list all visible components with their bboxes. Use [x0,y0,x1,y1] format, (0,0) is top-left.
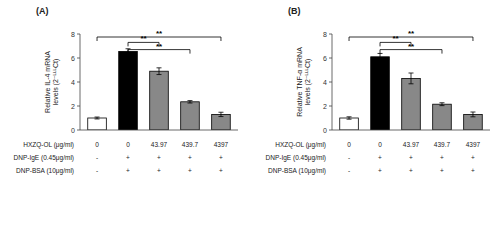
significance-label: ** [392,34,399,43]
error-bar [218,112,223,116]
bar [181,102,200,130]
y-tick [77,130,80,131]
panel: (A) 0 2 4 6 8 Relative IL-4 mRNAlevels (2⁻ᴸᴸᴸC… [14,6,238,175]
bars [88,49,231,130]
table-cell: + [157,154,161,161]
table-cell: + [378,154,382,161]
table-cell: - [348,154,350,161]
x-axis-line [80,130,238,131]
panel-label: (B) [288,6,301,16]
bars [340,53,483,130]
table-cell: + [409,154,413,161]
y-tick-label: 0 [323,127,327,134]
significance-label: ** [156,42,163,51]
table-cell: 43.97 [151,141,168,148]
bar [340,118,359,130]
table-cell: 439.7 [434,141,451,148]
error-bar [378,53,383,60]
table-cell: + [471,154,475,161]
table-cell: 4397 [466,141,481,148]
significance-label: ** [156,29,163,38]
table-cell: + [378,167,382,174]
error-bar [95,117,100,119]
y-axis-label-line: levels (2⁻ᴸᴸᴸCt) [52,59,60,105]
y-axis-label-line: levels (2⁻ᴸᴸᴸCt) [304,59,312,105]
y-tick-label: 4 [323,79,327,86]
y-axis-line [332,34,333,130]
y-tick [77,58,80,59]
y-tick-label: 4 [71,79,75,86]
table-row-label: DNP-BSA (10μg/ml) [16,167,74,175]
panel: (B) 0 2 4 6 8 Relative TNF-α mRNAlevels (2⁻ᴸᴸᴸ… [266,6,490,175]
y-tick [329,106,332,107]
chart-canvas: (A)02468Relative IL-4 mRNAlevels (2⁻ᴸᴸᴸC… [0,0,500,225]
y-tick-label: 8 [323,31,327,38]
y-tick [77,82,80,83]
y-tick-label: 0 [71,127,75,134]
table-row-label: DNP-IgE (0.45μg/ml) [14,154,74,162]
y-axis-label: Relative TNF-α mRNAlevels (2⁻ᴸᴸᴸCt) [296,47,312,117]
bar [433,104,452,130]
error-bar [439,103,444,106]
y-tick-label: 8 [71,31,75,38]
table-cell: + [440,154,444,161]
y-axis-line [80,34,81,130]
y-tick-label: 2 [71,103,75,110]
significance-label: ** [408,29,415,38]
y-axis-label: Relative IL-4 mRNAlevels (2⁻ᴸᴸᴸCt) [44,51,60,113]
table-row-label: DNP-BSA (10μg/ml) [268,167,326,175]
table-cell: 43.97 [403,141,420,148]
y-tick [77,34,80,35]
error-bar [187,101,192,103]
x-axis-line [332,130,490,131]
y-tick-label: 2 [323,103,327,110]
table-row-label: HXZQ-OL (μg/ml) [275,141,326,149]
error-bar [157,68,162,75]
table-row-label: DNP-IgE (0.45μg/ml) [266,154,326,162]
table-cell: 439.7 [182,141,199,148]
table-cell: + [157,167,161,174]
table-cell: + [219,154,223,161]
table-cell: - [96,154,98,161]
table-cell: 4397 [214,141,229,148]
table-cell: + [126,167,130,174]
y-axis-label-line: Relative TNF-α mRNA [296,47,303,117]
y-axis-label-line: Relative IL-4 mRNA [44,51,51,113]
y-tick [329,82,332,83]
error-bar [470,112,475,117]
table-cell: - [348,167,350,174]
y-tick-label: 6 [71,55,75,62]
y-tick [77,106,80,107]
table-cell: 0 [378,141,382,148]
table-cell: 0 [347,141,351,148]
table-cell: + [409,167,413,174]
y-tick-label: 6 [323,55,327,62]
table-cell: - [96,167,98,174]
table-cell: + [440,167,444,174]
table-cell: 0 [126,141,130,148]
bar [402,78,421,130]
bar [371,57,390,130]
error-bar [347,117,352,119]
bar [88,118,107,130]
panel-label: (A) [36,6,49,16]
table-cell: + [188,154,192,161]
significance-label: ** [408,42,415,51]
table-cell: + [188,167,192,174]
table-row-label: HXZQ-OL (μg/ml) [23,141,74,149]
error-bar [409,73,414,84]
significance-label: ** [140,34,147,43]
table-cell: 0 [95,141,99,148]
bar [150,71,169,130]
table-cell: + [219,167,223,174]
table-cell: + [126,154,130,161]
y-tick [329,130,332,131]
y-tick [329,34,332,35]
y-tick [329,58,332,59]
bar [119,51,138,130]
table-cell: + [471,167,475,174]
